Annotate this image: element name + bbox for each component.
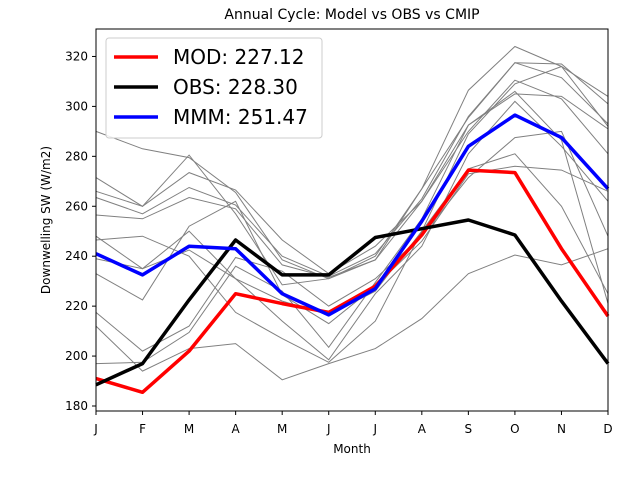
y-axis-label: Downwelling SW (W/m2): [39, 146, 53, 294]
legend-label-mod: MOD: 227.12: [173, 45, 304, 69]
ensemble-line-12: [95, 90, 609, 365]
y-tick-label: 180: [65, 399, 88, 413]
y-tick-label: 200: [65, 349, 88, 363]
ensemble-lines: [95, 45, 609, 381]
x-tick-label: J: [372, 422, 377, 436]
ensemble-line-9: [95, 165, 609, 325]
x-tick-label: N: [557, 422, 566, 436]
x-tick-label: O: [510, 422, 519, 436]
x-tick-label: A: [418, 422, 427, 436]
x-tick-label: J: [93, 422, 98, 436]
y-tick-label: 220: [65, 299, 88, 313]
x-tick-label: J: [326, 422, 331, 436]
ensemble-line-3: [95, 93, 609, 275]
y-axis: 180 200 220 240 260 280 300 320: [65, 49, 96, 413]
x-tick-label: D: [603, 422, 612, 436]
x-tick-label: M: [277, 422, 287, 436]
series-line-obs: [95, 218, 610, 387]
x-axis-label: Month: [333, 442, 371, 456]
ensemble-line-5: [95, 79, 609, 278]
legend-label-mmm: MMM: 251.47: [173, 105, 308, 129]
ensemble-line-10: [95, 130, 609, 352]
x-tick-label: F: [139, 422, 146, 436]
legend: MOD: 227.12 OBS: 228.30 MMM: 251.47: [105, 37, 323, 139]
ensemble-line-11: [95, 248, 609, 381]
x-tick-label: A: [232, 422, 241, 436]
main-series-lines: [95, 113, 610, 395]
ensemble-line-1: [95, 45, 609, 280]
x-tick-label: S: [465, 422, 473, 436]
legend-label-obs: OBS: 228.30: [173, 75, 298, 99]
plot-frame: [95, 28, 609, 412]
series-line-mmm: [95, 113, 610, 317]
y-tick-label: 280: [65, 149, 88, 163]
y-tick-label: 300: [65, 99, 88, 113]
ensemble-line-7: [95, 100, 609, 361]
y-tick-label: 260: [65, 199, 88, 213]
chart-title: Annual Cycle: Model vs OBS vs CMIP: [224, 7, 479, 23]
y-tick-label: 320: [65, 49, 88, 63]
x-tick-label: M: [184, 422, 194, 436]
ensemble-line-4: [95, 62, 609, 277]
ensemble-line-2: [95, 62, 609, 286]
series-line-mod: [95, 168, 610, 395]
y-tick-label: 240: [65, 249, 88, 263]
legend-box: [105, 37, 323, 139]
